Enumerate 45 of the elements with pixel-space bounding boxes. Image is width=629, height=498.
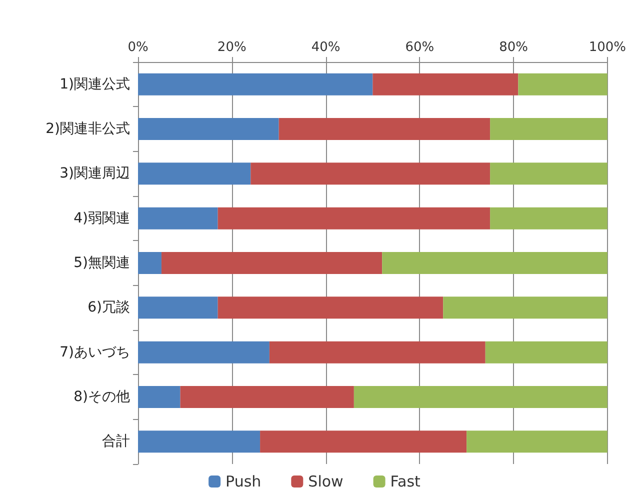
y-tick-label: 8)その他 [74,389,130,405]
bar [466,430,608,453]
y-tick-label: 1)関連公式 [60,76,130,92]
y-tick-label: 6)冗談 [88,300,130,316]
legend-label: Push [226,472,262,490]
bar [490,207,608,230]
bar [354,386,608,408]
y-tick-label: 4)弱関連 [74,210,130,226]
bar [485,341,608,364]
y-tick-label: 合計 [102,434,130,450]
bar [138,73,373,96]
bar [138,162,251,185]
bar [138,296,218,319]
bar [138,386,180,408]
bar [443,296,608,319]
x-tick-label: 0% [128,40,148,55]
bar [490,162,608,185]
x-tick-label: 100% [588,40,626,55]
legend-label: Slow [308,472,344,490]
bar [250,162,490,185]
y-tick-label: 3)関連周辺 [60,166,130,182]
y-tick-label: 5)無関連 [74,255,130,271]
bar [138,207,218,230]
legend-label: Fast [390,472,421,490]
bar [138,118,279,140]
bar [138,252,162,274]
bar [218,296,444,319]
y-tick-label: 2)関連非公式 [46,121,130,137]
bar [382,252,608,274]
x-tick-label: 60% [405,40,434,55]
bar [138,341,270,364]
x-tick-label: 40% [311,40,340,55]
bar [278,118,490,140]
bar [518,73,608,96]
bar [269,341,486,364]
y-tick-label: 7)あいづち [60,344,130,360]
x-tick-label: 20% [217,40,246,55]
bar [260,430,467,453]
bar [218,207,490,230]
bar [138,430,260,453]
bar [372,73,518,96]
x-tick-label: 80% [499,40,528,55]
bar [161,252,382,274]
bar [180,386,354,408]
bar [490,118,608,140]
